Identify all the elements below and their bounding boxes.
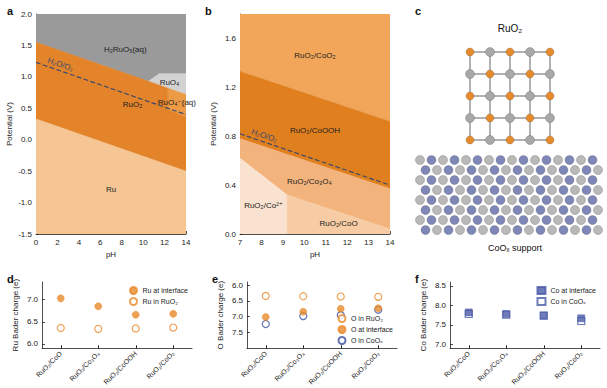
svg-text:c: c — [415, 5, 421, 17]
svg-text:RuO₂/CoO: RuO₂/CoO — [240, 349, 269, 378]
svg-text:0.0: 0.0 — [225, 230, 237, 239]
svg-text:RuO₂/Co₃O₄: RuO₂/Co₃O₄ — [476, 350, 509, 383]
svg-text:0.4: 0.4 — [225, 181, 237, 190]
svg-text:14: 14 — [386, 238, 395, 247]
svg-text:0: 0 — [34, 238, 39, 247]
svg-text:7.5: 7.5 — [232, 328, 244, 337]
svg-text:6: 6 — [98, 238, 103, 247]
svg-text:1.5: 1.5 — [21, 41, 33, 50]
svg-text:Co in CoOₓ: Co in CoOₓ — [550, 298, 586, 305]
svg-text:O in RuO₂: O in RuO₂ — [351, 315, 383, 322]
svg-text:H₂RuO₅(aq): H₂RuO₅(aq) — [104, 45, 147, 54]
svg-text:-0.5: -0.5 — [18, 167, 32, 176]
svg-text:10: 10 — [139, 238, 148, 247]
svg-text:9: 9 — [281, 238, 286, 247]
svg-text:O in CoOₓ: O in CoOₓ — [351, 337, 383, 344]
svg-text:d: d — [7, 273, 14, 285]
svg-text:Ru in RuO₂: Ru in RuO₂ — [142, 298, 178, 305]
svg-text:b: b — [205, 5, 212, 17]
svg-text:Co at interface: Co at interface — [550, 287, 596, 294]
svg-text:f: f — [415, 273, 419, 285]
svg-text:-1.0: -1.0 — [18, 198, 32, 207]
svg-text:2.0: 2.0 — [21, 10, 33, 19]
svg-text:8: 8 — [259, 238, 264, 247]
svg-text:6.5: 6.5 — [232, 296, 244, 305]
svg-text:Ru at interface: Ru at interface — [142, 287, 188, 294]
svg-text:12: 12 — [160, 238, 169, 247]
svg-text:RuO₂/CoO: RuO₂/CoO — [35, 349, 64, 378]
svg-text:7.5: 7.5 — [435, 320, 447, 329]
svg-text:pH: pH — [106, 250, 116, 259]
svg-text:8.5: 8.5 — [435, 281, 447, 290]
svg-text:2: 2 — [55, 238, 60, 247]
svg-text:0.5: 0.5 — [21, 104, 33, 113]
svg-text:1.0: 1.0 — [21, 72, 33, 81]
svg-text:13: 13 — [364, 238, 373, 247]
svg-text:RuO₂/CoOOH: RuO₂/CoOOH — [307, 350, 343, 386]
svg-text:RuO₂/Co²⁺: RuO₂/Co²⁺ — [244, 201, 283, 210]
svg-text:Co Bader charge (e): Co Bader charge (e) — [419, 279, 428, 352]
svg-text:12: 12 — [343, 238, 352, 247]
svg-text:H₂O/O₂: H₂O/O₂ — [46, 56, 74, 73]
svg-text:7: 7 — [238, 238, 243, 247]
svg-text:RuO₂/CoOOH: RuO₂/CoOOH — [510, 350, 546, 386]
svg-text:RuO₂/CoO: RuO₂/CoO — [319, 219, 357, 228]
svg-text:7.0: 7.0 — [435, 340, 447, 349]
svg-text:6.0: 6.0 — [232, 281, 244, 290]
svg-text:Ru Bader charge (e): Ru Bader charge (e) — [11, 279, 20, 352]
svg-text:0.0: 0.0 — [21, 135, 33, 144]
svg-text:6.5: 6.5 — [27, 317, 39, 326]
svg-text:RuO₂/CoO₂: RuO₂/CoO₂ — [294, 51, 335, 60]
svg-text:7.0: 7.0 — [27, 295, 39, 304]
svg-text:RuO₂: RuO₂ — [498, 23, 523, 34]
svg-text:RuO₂: RuO₂ — [123, 100, 143, 109]
svg-text:CoOₓ support: CoOₓ support — [488, 243, 542, 253]
svg-text:RuO₂/CoOOH: RuO₂/CoOOH — [290, 126, 340, 135]
svg-text:RuO₂/CoO: RuO₂/CoO — [443, 349, 472, 378]
svg-text:pH: pH — [310, 250, 320, 259]
svg-text:Ru: Ru — [106, 185, 116, 194]
svg-text:0.8: 0.8 — [225, 132, 237, 141]
svg-text:RuO₂/Co₃O₄: RuO₂/Co₃O₄ — [68, 350, 101, 383]
svg-text:O at interface: O at interface — [351, 326, 393, 333]
svg-text:11: 11 — [322, 238, 331, 247]
svg-text:RuO₂/CoOOH: RuO₂/CoOOH — [102, 350, 138, 386]
svg-text:O Bader charge (e): O Bader charge (e) — [216, 281, 225, 350]
svg-text:8.0: 8.0 — [435, 301, 447, 310]
svg-text:e: e — [212, 273, 218, 285]
svg-text:RuO₄: RuO₄ — [160, 78, 180, 87]
svg-text:H₂O/O₂: H₂O/O₂ — [250, 127, 278, 144]
svg-text:7.0: 7.0 — [232, 312, 244, 321]
svg-text:10: 10 — [300, 238, 309, 247]
svg-text:8: 8 — [119, 238, 124, 247]
svg-text:RuO₂/CoO₂: RuO₂/CoO₂ — [145, 350, 176, 381]
svg-text:4: 4 — [77, 238, 82, 247]
svg-text:1.2: 1.2 — [225, 83, 237, 92]
svg-text:6.0: 6.0 — [27, 339, 39, 348]
svg-text:1.6: 1.6 — [225, 34, 237, 43]
svg-text:RuO₂/Co₃O₄: RuO₂/Co₃O₄ — [287, 177, 332, 186]
svg-text:a: a — [7, 5, 14, 17]
svg-text:-1.5: -1.5 — [18, 230, 32, 239]
svg-text:RuO₂/CoO₂: RuO₂/CoO₂ — [553, 350, 584, 381]
svg-text:Potential (V): Potential (V) — [209, 102, 218, 146]
svg-text:RuO₂/CoO₂: RuO₂/CoO₂ — [350, 350, 381, 381]
svg-text:14: 14 — [182, 238, 191, 247]
svg-text:Potential (V): Potential (V) — [5, 102, 14, 146]
svg-text:RuO₄⁻(aq): RuO₄⁻(aq) — [158, 98, 197, 107]
svg-text:RuO₂/Co₃O₄: RuO₂/Co₃O₄ — [273, 350, 306, 383]
